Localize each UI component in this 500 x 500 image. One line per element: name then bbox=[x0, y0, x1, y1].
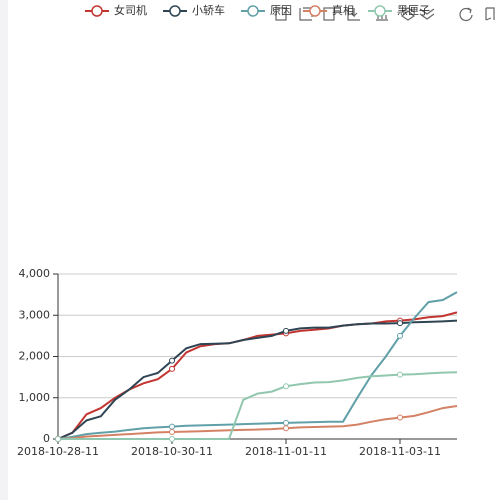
tool-icon[interactable] bbox=[347, 8, 360, 21]
x-tick-label: 2018-10-30-11 bbox=[131, 445, 213, 458]
legend-marker bbox=[91, 5, 103, 17]
tool-icon[interactable] bbox=[275, 7, 287, 21]
legend-marker bbox=[309, 5, 321, 17]
point bbox=[283, 419, 289, 426]
series-line bbox=[57, 319, 458, 440]
series-line bbox=[57, 405, 458, 440]
tool-icon[interactable] bbox=[459, 7, 473, 22]
x-tick-label: 2018-11-03-11 bbox=[359, 445, 441, 458]
point bbox=[397, 414, 403, 421]
legend-label: 小轿车 bbox=[192, 3, 225, 17]
y-tick-label: 3,000 bbox=[19, 308, 51, 321]
y-tick-label: 4,000 bbox=[19, 267, 51, 280]
point bbox=[169, 436, 175, 442]
legend-marker bbox=[247, 5, 259, 17]
series-line bbox=[58, 371, 458, 440]
y-tick-label: 0 bbox=[43, 432, 50, 445]
legend-marker bbox=[374, 5, 386, 17]
point bbox=[169, 428, 175, 435]
tool-icon[interactable] bbox=[419, 8, 435, 20]
tool-icon[interactable] bbox=[485, 7, 495, 21]
legend-label: 真相 bbox=[332, 3, 354, 17]
side-strip bbox=[0, 0, 8, 500]
tool-icon[interactable] bbox=[323, 7, 335, 21]
x-tick-label: 2018-11-01-11 bbox=[245, 445, 327, 458]
legend-label: 黑匣子 bbox=[397, 4, 430, 17]
legend-label: 原因 bbox=[270, 4, 292, 17]
point bbox=[169, 357, 175, 364]
point bbox=[397, 320, 403, 327]
point bbox=[283, 425, 289, 432]
point bbox=[397, 371, 403, 378]
point bbox=[283, 327, 289, 334]
toolbox bbox=[275, 7, 495, 22]
point bbox=[169, 423, 175, 430]
point bbox=[283, 383, 289, 390]
point bbox=[397, 332, 403, 339]
legend-label: 女司机 bbox=[114, 3, 147, 17]
legend-marker bbox=[169, 5, 181, 17]
tool-icon[interactable] bbox=[400, 7, 416, 21]
point bbox=[169, 365, 175, 372]
y-tick-label: 1,000 bbox=[19, 391, 51, 404]
point bbox=[55, 436, 61, 442]
series-line bbox=[57, 291, 458, 440]
x-tick-label: 2018-10-28-11 bbox=[17, 445, 99, 458]
y-tick-label: 2,000 bbox=[19, 350, 51, 363]
